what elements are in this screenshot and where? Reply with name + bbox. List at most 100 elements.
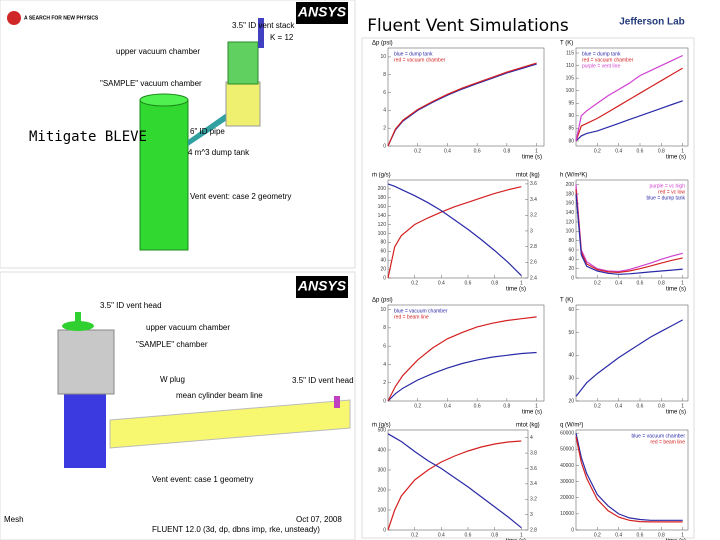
x-axis-label: time (s): [666, 410, 686, 416]
x-tick-label: 0.4: [615, 532, 622, 538]
x-tick-label: 0.2: [594, 532, 601, 538]
plot-frame: [387, 304, 545, 402]
series-line: [387, 62, 537, 147]
label: upper vacuum chamber: [146, 323, 230, 332]
y-tick-label: 140: [566, 210, 575, 216]
x-axis-label: time (s): [666, 539, 686, 540]
y-tick-label: 6: [383, 90, 386, 96]
legend-entry: red = vacuum chamber: [394, 57, 446, 63]
y2-tick-label: 3.4: [530, 481, 537, 487]
y-tick-label: 0: [383, 527, 386, 533]
y-tick-label: 120: [566, 219, 575, 225]
y-tick-label: 20: [380, 266, 386, 272]
y-tick-label: 80: [380, 240, 386, 246]
x-tick-label: 0.2: [594, 403, 601, 409]
y2-tick-label: 3.6: [530, 181, 537, 187]
y-tick-label: 200: [378, 487, 387, 493]
label: "SAMPLE" chamber: [136, 340, 208, 349]
vent-stack: [258, 18, 264, 48]
y2-tick-label: 3.2: [530, 497, 537, 503]
x-tick-label: 0.6: [465, 532, 472, 538]
y-tick-label: 120: [378, 222, 387, 228]
legend-entry: purple = vent line: [582, 63, 620, 69]
y-tick-label: 400: [378, 447, 387, 453]
series-line: [387, 183, 522, 277]
y-axis-label: ṁ (g/s): [372, 423, 391, 429]
y2-tick-label: 3.6: [530, 466, 537, 472]
x-tick-label: 0.8: [658, 280, 665, 286]
x-tick-label: 0.8: [491, 280, 498, 286]
x-tick-label: 0.4: [615, 148, 622, 154]
y-axis-label: Δp (psi): [372, 41, 393, 47]
legend-entry: blue = dump tank: [582, 51, 621, 57]
y-tick-label: 20000: [560, 495, 574, 501]
y-axis-label: T (K): [560, 41, 573, 47]
y-tick-label: 105: [566, 75, 575, 81]
x-tick-label: 0.6: [465, 280, 472, 286]
x-tick-label: 0.2: [411, 532, 418, 538]
x-tick-label: 1: [535, 403, 538, 409]
x-tick-label: 0.6: [474, 403, 481, 409]
x-axis-label: time (s): [522, 155, 542, 161]
y2-tick-label: 4: [530, 435, 533, 441]
x-tick-label: 0.8: [658, 403, 665, 409]
y-tick-label: 100: [566, 88, 575, 94]
y-tick-label: 200: [378, 186, 387, 192]
x-tick-label: 1: [681, 280, 684, 286]
y-tick-label: 6: [383, 343, 386, 349]
y-tick-label: 50000: [560, 447, 574, 453]
vent-head: [334, 396, 340, 408]
upper-chamber: [227, 41, 259, 85]
x-tick-label: 1: [681, 403, 684, 409]
y-tick-label: 200: [566, 182, 575, 188]
y-tick-label: 40000: [560, 463, 574, 469]
y-tick-label: 0: [383, 143, 386, 149]
x-tick-label: 0.2: [594, 148, 601, 154]
y-tick-label: 2: [383, 126, 386, 132]
ansys-box: [296, 276, 348, 298]
label: 3.5" ID vent stack: [232, 21, 295, 30]
y-tick-label: 0: [571, 275, 574, 281]
logo-icon: [7, 11, 21, 25]
dump-tank: [139, 99, 189, 251]
legend-entry: blue = vacuum chamber: [631, 433, 685, 439]
series-line: [387, 351, 537, 402]
y-tick-label: 90: [568, 113, 574, 119]
label: 3.5" ID vent head: [292, 376, 354, 385]
plot-frame: [387, 179, 529, 279]
lower-cylinder: [64, 392, 106, 468]
y-tick-label: 30: [568, 375, 574, 381]
y-tick-label: 180: [566, 191, 575, 197]
x-tick-label: 1: [681, 532, 684, 538]
y-tick-label: 2: [383, 380, 386, 386]
x-tick-label: 0.2: [594, 280, 601, 286]
label: upper vacuum chamber: [116, 47, 200, 56]
series-line: [575, 433, 683, 521]
label: 3.5" ID vent head: [100, 301, 162, 310]
legend-entry: red = beam line: [394, 314, 429, 320]
x-tick-label: 0.8: [491, 532, 498, 538]
y-tick-label: 180: [378, 195, 387, 201]
y-tick-label: 160: [566, 201, 575, 207]
sample-chamber: [225, 81, 261, 127]
note: Mitigate BLEVE: [29, 129, 147, 145]
y-tick-label: 80: [568, 138, 574, 144]
x-tick-label: 0.4: [615, 403, 622, 409]
x-axis-label: time (s): [506, 287, 526, 293]
y-axis-label: T (K): [560, 298, 573, 304]
x-tick-label: 1: [520, 532, 523, 538]
label: W plug: [160, 375, 185, 384]
y2-tick-label: 2.4: [530, 275, 537, 281]
y-axis-label: h (W/m²K): [560, 173, 587, 179]
beam-line: [109, 399, 351, 449]
legend-entry: blue = dump tank: [394, 51, 433, 57]
x-tick-label: 1: [520, 280, 523, 286]
y-tick-label: 100: [566, 229, 575, 235]
y-tick-label: 80: [568, 238, 574, 244]
x-tick-label: 0.6: [637, 532, 644, 538]
series-line: [387, 440, 522, 531]
ansys-box: [296, 2, 348, 24]
y-tick-label: 110: [566, 63, 574, 69]
x-axis-label: time (s): [522, 410, 542, 416]
x-tick-label: 0.8: [503, 403, 510, 409]
